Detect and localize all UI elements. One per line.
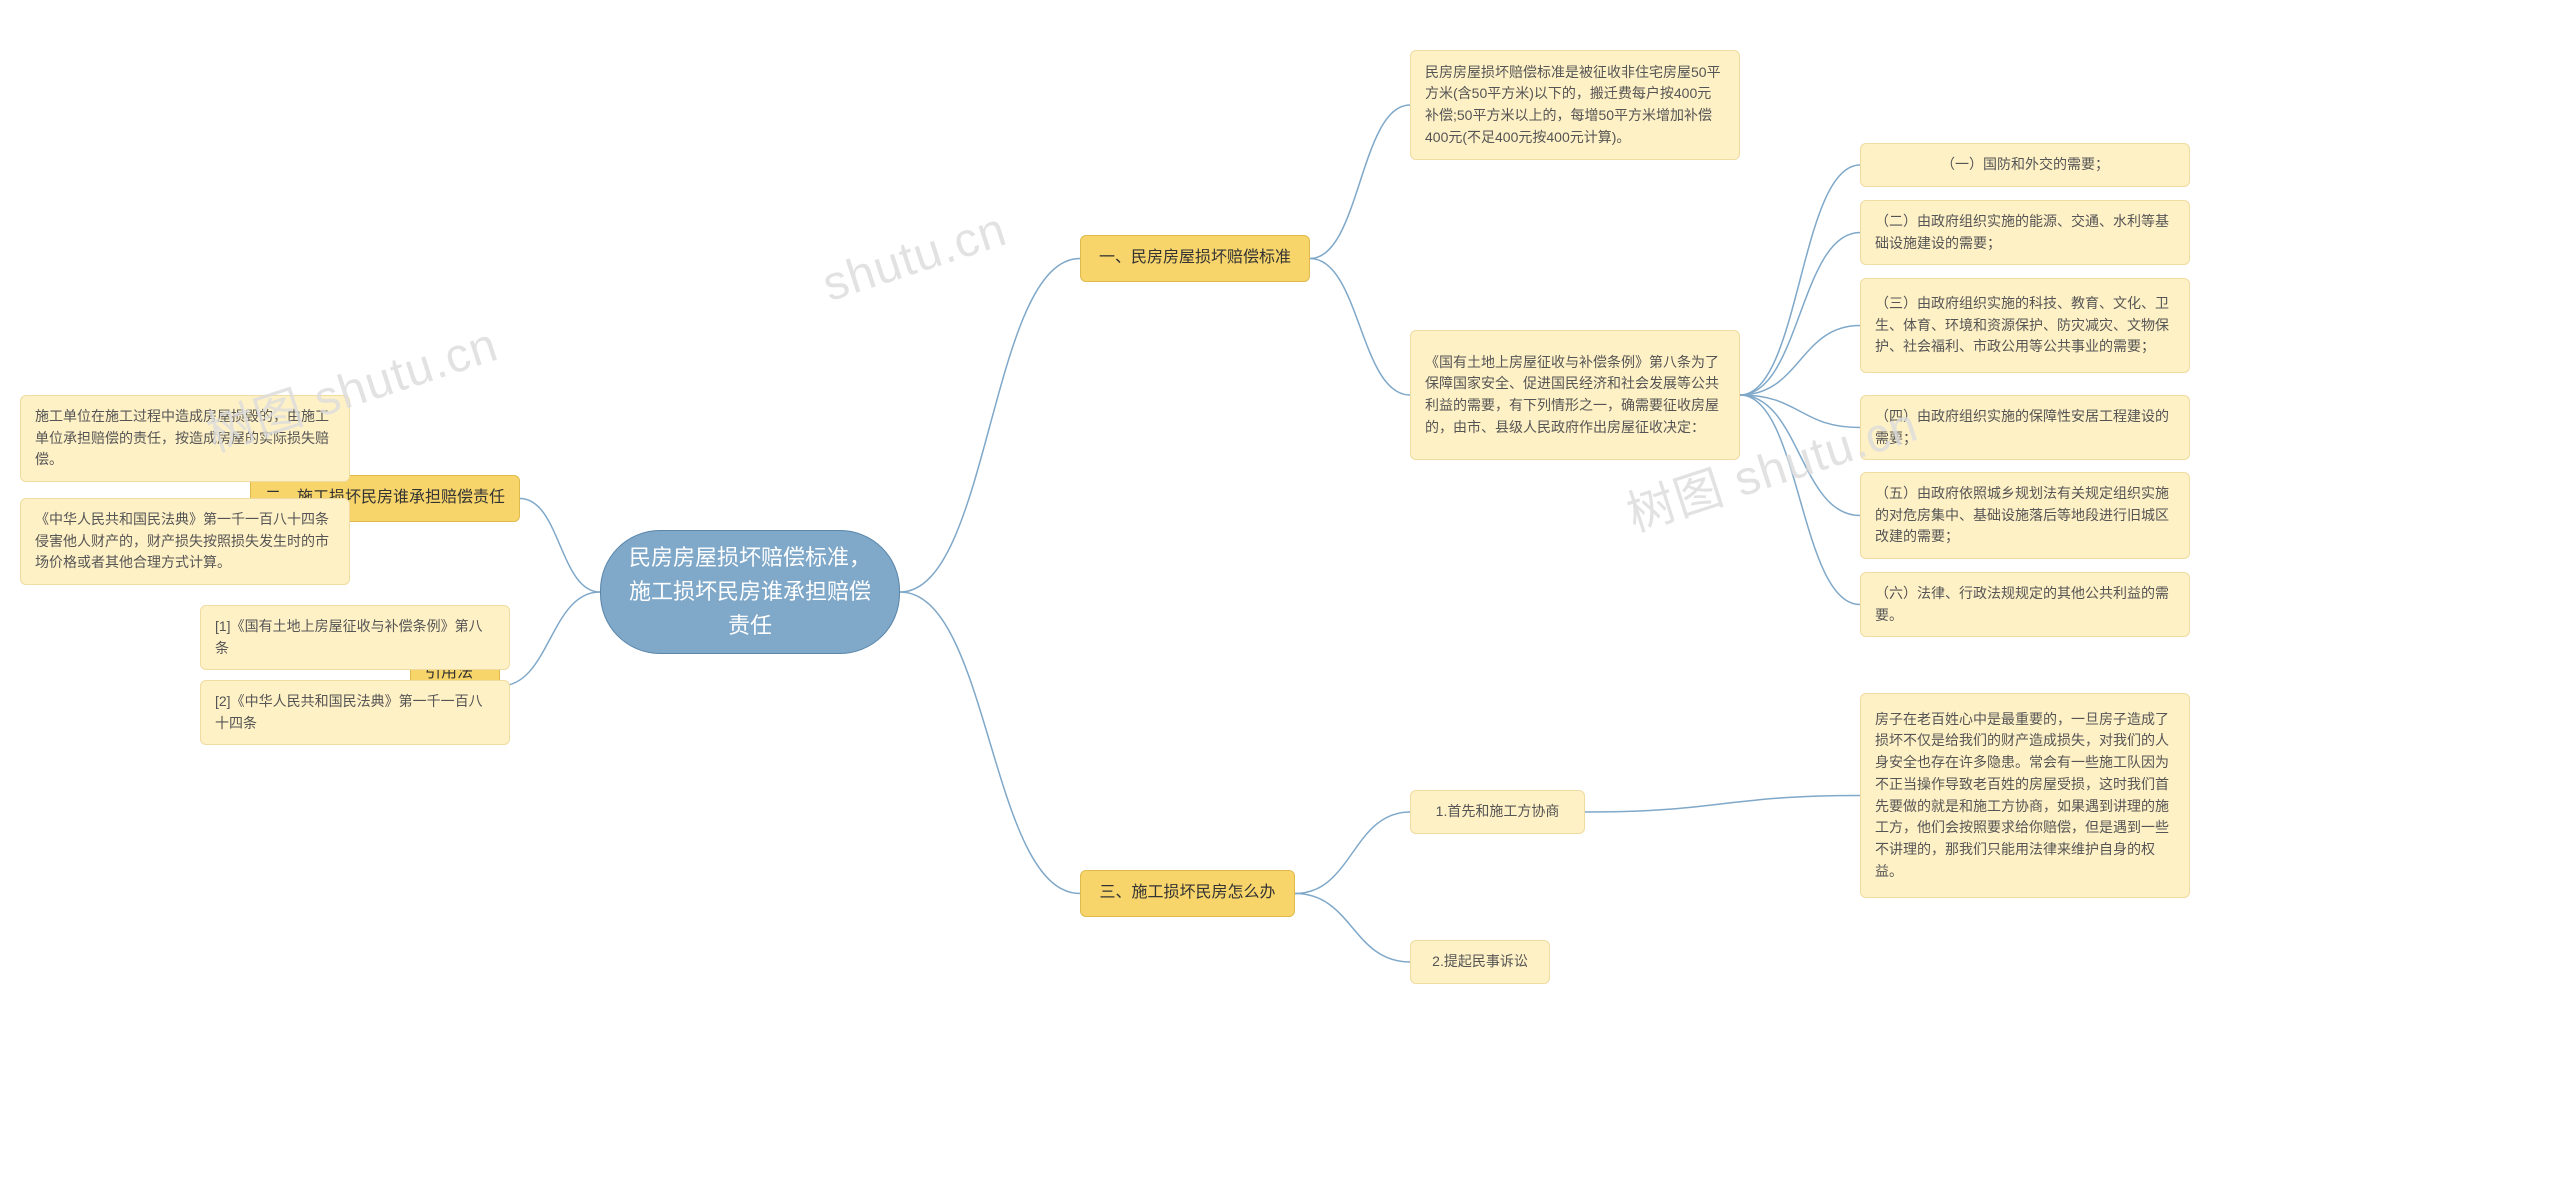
- node-label: 民房房屋损坏赔偿标准， 施工损坏民房谁承担赔偿 责任: [629, 541, 871, 643]
- mindmap-edge: [1310, 259, 1410, 396]
- node-label: [1]《国有土地上房屋征收与补偿条例》第八条: [215, 616, 495, 659]
- mindmap-node-l1b1: （一）国防和外交的需要；: [1860, 143, 2190, 187]
- node-label: 民房房屋损坏赔偿标准是被征收非住宅房屋50平方米(含50平方米)以下的，搬迁费每…: [1425, 62, 1725, 149]
- mindmap-edge: [520, 499, 600, 593]
- node-label: （五）由政府依照城乡规划法有关规定组织实施的对危房集中、基础设施落后等地段进行旧…: [1875, 483, 2175, 548]
- node-label: 《中华人民共和国民法典》第一千一百八十四条 侵害他人财产的，财产损失按照损失发生…: [35, 509, 335, 574]
- node-label: （一）国防和外交的需要；: [1941, 154, 2109, 176]
- mindmap-node-l1b6: （六）法律、行政法规规定的其他公共利益的需要。: [1860, 572, 2190, 637]
- node-label: 三、施工损坏民房怎么办: [1099, 881, 1275, 906]
- mindmap-node-l1b3: （三）由政府组织实施的科技、教育、文化、卫生、体育、环境和资源保护、防灾减灾、文…: [1860, 278, 2190, 373]
- node-label: 2.提起民事诉讼: [1432, 951, 1528, 973]
- mindmap-node-l4b: [2]《中华人民共和国民法典》第一千一百八十四条: [200, 680, 510, 745]
- mindmap-node-l2a: 施工单位在施工过程中造成房屋损毁的，由施工单位承担赔偿的责任，按造成房屋的实际损…: [20, 395, 350, 482]
- mindmap-edge: [900, 259, 1080, 593]
- mindmap-node-l1b2: （二）由政府组织实施的能源、交通、水利等基础设施建设的需要；: [1860, 200, 2190, 265]
- mindmap-edge: [1295, 812, 1410, 894]
- mindmap-node-l1b: 《国有土地上房屋征收与补偿条例》第八条为了保障国家安全、促进国民经济和社会发展等…: [1410, 330, 1740, 460]
- node-label: [2]《中华人民共和国民法典》第一千一百八十四条: [215, 691, 495, 734]
- node-label: （六）法律、行政法规规定的其他公共利益的需要。: [1875, 583, 2175, 626]
- mindmap-node-b1: 一、民房房屋损坏赔偿标准: [1080, 235, 1310, 282]
- node-label: （三）由政府组织实施的科技、教育、文化、卫生、体育、环境和资源保护、防灾减灾、文…: [1875, 293, 2175, 358]
- mindmap-edge: [1740, 233, 1860, 396]
- node-label: 施工单位在施工过程中造成房屋损毁的，由施工单位承担赔偿的责任，按造成房屋的实际损…: [35, 406, 335, 471]
- mindmap-edge: [900, 592, 1080, 894]
- mindmap-node-l4a: [1]《国有土地上房屋征收与补偿条例》第八条: [200, 605, 510, 670]
- mindmap-node-l3b: 2.提起民事诉讼: [1410, 940, 1550, 984]
- mindmap-node-l1b4: （四）由政府组织实施的保障性安居工程建设的需要；: [1860, 395, 2190, 460]
- node-label: （四）由政府组织实施的保障性安居工程建设的需要；: [1875, 406, 2175, 449]
- mindmap-edge: [1310, 105, 1410, 259]
- node-label: 1.首先和施工方协商: [1436, 801, 1560, 823]
- node-label: 一、民房房屋损坏赔偿标准: [1099, 246, 1291, 271]
- mindmap-edge: [1295, 894, 1410, 963]
- node-label: 《国有土地上房屋征收与补偿条例》第八条为了保障国家安全、促进国民经济和社会发展等…: [1425, 352, 1725, 439]
- mindmap-edge: [500, 592, 600, 686]
- mindmap-node-l2b: 《中华人民共和国民法典》第一千一百八十四条 侵害他人财产的，财产损失按照损失发生…: [20, 498, 350, 585]
- node-label: （二）由政府组织实施的能源、交通、水利等基础设施建设的需要；: [1875, 211, 2175, 254]
- mindmap-node-l1b5: （五）由政府依照城乡规划法有关规定组织实施的对危房集中、基础设施落后等地段进行旧…: [1860, 472, 2190, 559]
- node-label: 房子在老百姓心中是最重要的，一旦房子造成了损坏不仅是给我们的财产造成损失，对我们…: [1875, 709, 2175, 883]
- mindmap-edge: [1585, 796, 1860, 813]
- mindmap-node-root: 民房房屋损坏赔偿标准， 施工损坏民房谁承担赔偿 责任: [600, 530, 900, 654]
- mindmap-node-l3a: 1.首先和施工方协商: [1410, 790, 1585, 834]
- mindmap-node-l3a1: 房子在老百姓心中是最重要的，一旦房子造成了损坏不仅是给我们的财产造成损失，对我们…: [1860, 693, 2190, 898]
- mindmap-node-l1a: 民房房屋损坏赔偿标准是被征收非住宅房屋50平方米(含50平方米)以下的，搬迁费每…: [1410, 50, 1740, 160]
- mindmap-edge: [1740, 326, 1860, 396]
- mindmap-node-b3: 三、施工损坏民房怎么办: [1080, 870, 1295, 917]
